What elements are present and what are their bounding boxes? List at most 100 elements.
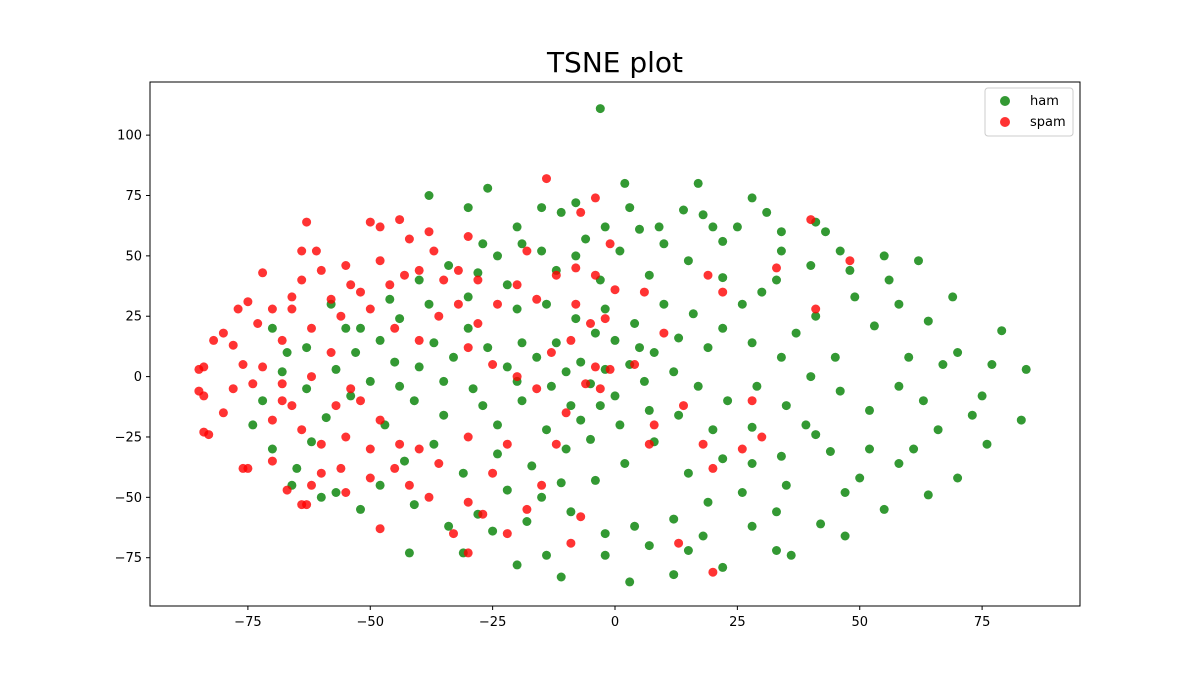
- point-spam: [605, 364, 615, 374]
- point-ham: [595, 104, 605, 114]
- point-spam: [639, 287, 649, 297]
- point-spam: [365, 304, 375, 314]
- point-spam: [537, 480, 547, 490]
- point-ham: [282, 348, 292, 357]
- point-ham: [987, 360, 997, 369]
- point-ham: [879, 251, 889, 261]
- point-spam: [228, 384, 238, 394]
- point-ham: [556, 207, 566, 217]
- point-ham: [517, 239, 527, 249]
- point-ham: [351, 348, 361, 357]
- point-spam: [502, 439, 512, 449]
- point-ham: [610, 391, 620, 401]
- point-spam: [199, 391, 209, 401]
- point-ham: [772, 546, 781, 555]
- point-ham: [772, 507, 781, 517]
- point-ham: [997, 326, 1007, 336]
- point-spam: [576, 207, 586, 217]
- point-ham: [683, 546, 693, 555]
- scatter-points: [194, 104, 1031, 587]
- point-ham: [424, 299, 434, 309]
- point-ham: [532, 352, 542, 362]
- point-ham: [683, 468, 693, 478]
- point-ham: [977, 391, 987, 401]
- point-ham: [556, 572, 566, 582]
- point-ham: [478, 401, 488, 411]
- point-ham: [625, 577, 635, 587]
- point-spam: [590, 362, 600, 372]
- point-ham: [248, 420, 258, 430]
- point-spam: [566, 335, 576, 345]
- point-ham: [933, 425, 943, 435]
- point-ham: [595, 401, 605, 411]
- point-spam: [375, 415, 385, 425]
- point-ham: [267, 444, 277, 454]
- point-spam: [277, 335, 287, 345]
- point-ham: [302, 343, 312, 353]
- point-spam: [698, 439, 708, 449]
- point-ham: [669, 570, 679, 580]
- point-ham: [537, 203, 547, 213]
- point-ham: [806, 372, 816, 382]
- point-spam: [258, 268, 268, 278]
- point-spam: [218, 408, 228, 418]
- point-ham: [840, 488, 850, 497]
- point-ham: [600, 550, 610, 560]
- point-spam: [463, 497, 473, 507]
- point-spam: [512, 280, 522, 290]
- point-ham: [821, 227, 830, 237]
- point-spam: [493, 299, 502, 309]
- point-ham: [948, 292, 958, 302]
- point-ham: [390, 357, 400, 367]
- point-spam: [395, 215, 405, 225]
- point-ham: [561, 444, 571, 454]
- x-tick-label: −25: [479, 615, 506, 630]
- point-ham: [468, 384, 478, 394]
- point-ham: [693, 381, 703, 391]
- point-spam: [385, 280, 395, 290]
- point-ham: [679, 205, 688, 215]
- point-ham: [683, 256, 693, 266]
- point-ham: [674, 333, 684, 343]
- point-ham: [776, 246, 786, 256]
- point-spam: [253, 319, 263, 328]
- point-ham: [953, 473, 963, 483]
- point-ham: [600, 222, 610, 232]
- point-ham: [781, 401, 791, 411]
- point-spam: [302, 500, 312, 510]
- point-ham: [649, 348, 659, 357]
- point-spam: [209, 335, 219, 345]
- legend-spam-marker: [1000, 117, 1010, 127]
- point-ham: [967, 410, 977, 420]
- point-ham: [923, 490, 933, 500]
- point-spam: [566, 538, 576, 548]
- point-spam: [297, 425, 307, 435]
- point-spam: [576, 512, 586, 522]
- point-spam: [649, 420, 659, 430]
- point-spam: [297, 275, 307, 285]
- point-ham: [542, 550, 551, 560]
- point-spam: [453, 299, 463, 309]
- point-ham: [772, 275, 781, 285]
- point-ham: [786, 550, 796, 560]
- point-spam: [365, 473, 375, 483]
- x-tick-label: 50: [851, 615, 868, 630]
- point-ham: [869, 321, 879, 331]
- point-ham: [747, 193, 757, 203]
- point-ham: [409, 500, 419, 510]
- point-spam: [473, 319, 483, 328]
- point-spam: [718, 287, 728, 297]
- point-spam: [463, 548, 473, 558]
- point-ham: [395, 314, 405, 324]
- point-ham: [953, 348, 963, 357]
- point-ham: [341, 323, 351, 333]
- point-spam: [581, 379, 591, 389]
- point-ham: [644, 270, 654, 280]
- point-ham: [718, 562, 728, 572]
- point-spam: [605, 239, 615, 249]
- point-spam: [218, 328, 228, 338]
- point-ham: [630, 319, 640, 328]
- point-ham: [914, 256, 923, 266]
- point-spam: [512, 372, 522, 382]
- point-ham: [365, 376, 375, 386]
